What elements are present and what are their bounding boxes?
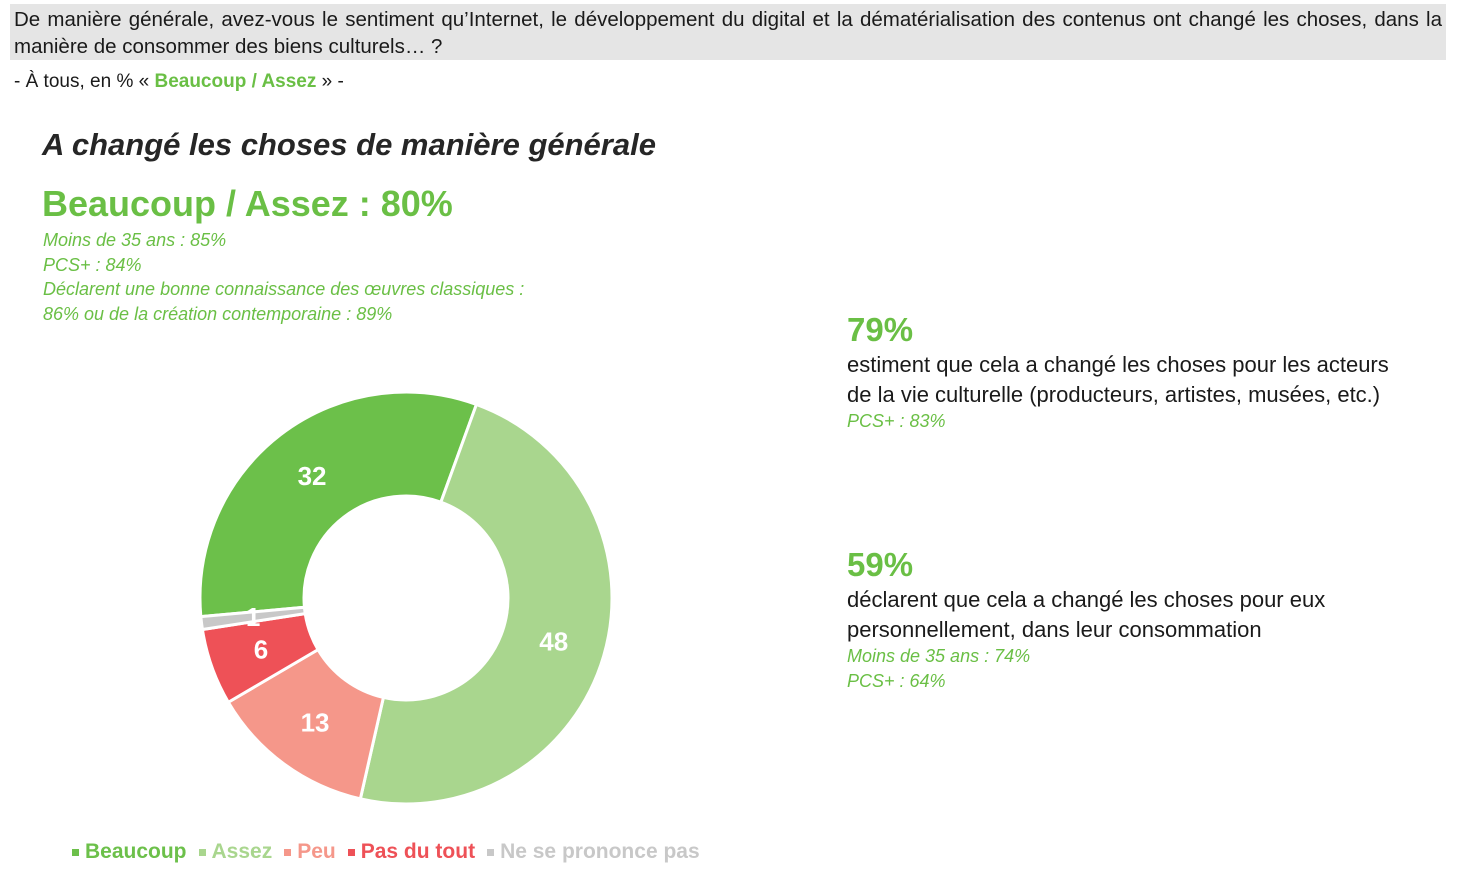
stat-percent: 79% <box>847 311 914 348</box>
donut-slice-beaucoup <box>198 390 479 619</box>
legend-swatch <box>347 848 355 856</box>
slice-label-pas-du-tout: 6 <box>254 635 268 665</box>
legend-item-pas-du-tout: Pas du tout <box>347 840 476 864</box>
legend-label: Beaucoup <box>85 840 187 863</box>
stat-note: Moins de 35 ans : 74% <box>847 646 1031 666</box>
donut-svg: 32 48 13 61 <box>198 390 614 806</box>
detail-line: Déclarent une bonne connaissance des œuv… <box>43 279 525 299</box>
donut-chart: 32 48 13 6 1 <box>190 382 622 814</box>
legend-item-beaucoup: Beaucoup <box>72 840 187 864</box>
stat-percent: 59% <box>847 546 914 583</box>
stat-note: PCS+ : 83% <box>847 411 946 431</box>
stat-note: PCS+ : 64% <box>847 671 946 691</box>
legend-swatch <box>198 848 206 856</box>
donut-slice-nsp <box>199 605 307 632</box>
legend-swatch <box>72 848 79 856</box>
chart-title: A changé les choses de manière générale <box>42 127 656 162</box>
slice-label-beaucoup: 32 <box>298 461 327 491</box>
question-text: De manière générale, avez-vous le sentim… <box>14 8 1442 58</box>
stat-block-actors: 79% estiment que cela a changé les chose… <box>847 310 1407 434</box>
stat-block-personal: 59% déclarent que cela a changé les chos… <box>847 545 1407 694</box>
stat-description: estiment que cela a changé les choses po… <box>847 352 1389 407</box>
detail-line: 86% ou de la création contemporaine : 89… <box>43 303 393 324</box>
detail-list: Moins de 35 ans : 85% PCS+ : 84% Déclare… <box>43 228 524 326</box>
legend-label: Pas du tout <box>360 840 476 863</box>
donut-slice-assez <box>358 402 614 806</box>
legend-item-assez: Assez <box>198 840 273 864</box>
legend-swatch <box>284 848 292 856</box>
slice-label-assez: 48 <box>539 626 568 656</box>
legend-item-nsp: Ne se prononce pas <box>487 840 700 864</box>
slice-label-peu: 13 <box>301 707 330 737</box>
legend-label: Assez <box>211 840 273 863</box>
legend-label: Ne se prononce pas <box>500 840 700 863</box>
legend-label: Peu <box>297 840 336 863</box>
slice-label-nsp: 1 <box>246 602 260 632</box>
base-note: - À tous, en % « Beaucoup / Assez » - <box>14 70 344 94</box>
headline-total: Beaucoup / Assez : 80% <box>42 183 453 224</box>
stat-description: déclarent que cela a changé les choses p… <box>847 587 1326 642</box>
detail-line: Moins de 35 ans : 85% <box>43 230 227 250</box>
chart-legend: Beaucoup Assez Peu Pas du tout Ne se pro… <box>72 840 712 864</box>
base-suffix: » - <box>321 71 344 92</box>
detail-line: PCS+ : 84% <box>43 254 142 275</box>
donut-slice-peu <box>226 647 386 801</box>
base-highlight: Beaucoup / Assez <box>154 71 317 92</box>
base-prefix: - À tous, en % « <box>14 71 150 92</box>
legend-swatch <box>487 848 495 856</box>
legend-item-peu: Peu <box>284 840 336 864</box>
question-banner: De manière générale, avez-vous le sentim… <box>10 4 1446 60</box>
